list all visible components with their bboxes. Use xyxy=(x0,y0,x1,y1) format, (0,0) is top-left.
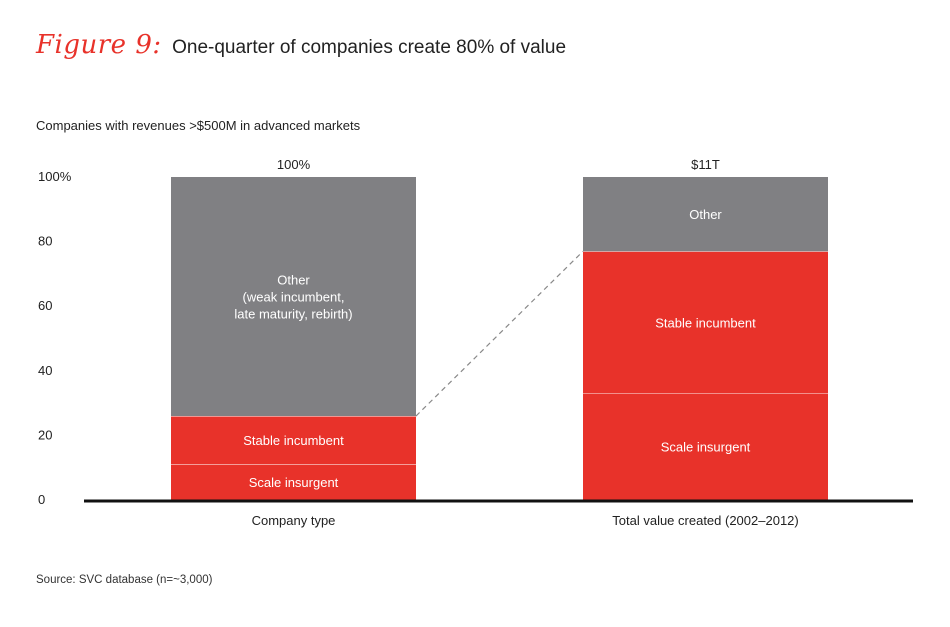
segment-label: Scale insurgent xyxy=(661,440,751,455)
chart-subtitle: Companies with revenues >$500M in advanc… xyxy=(36,118,361,133)
x-category-label: Company type xyxy=(252,513,336,528)
bar-segment-scale-insurgent xyxy=(583,393,828,500)
bar-segment-other xyxy=(583,177,828,252)
dashed-connector xyxy=(415,250,584,417)
y-tick-label: 80 xyxy=(38,234,52,249)
figure-title-row: Figure 9: One-quarter of companies creat… xyxy=(36,30,566,60)
segment-label: Stable incumbent xyxy=(243,433,344,448)
segment-label: (weak incumbent, xyxy=(243,290,345,305)
bar-segment-scale-insurgent xyxy=(171,464,416,500)
x-category-label: Total value created (2002–2012) xyxy=(612,513,798,528)
bar-segment-other xyxy=(171,177,416,417)
segment-label: Other xyxy=(689,207,722,222)
bar-total-label: 100% xyxy=(277,157,311,172)
y-tick-label: 60 xyxy=(38,298,52,313)
segment-label: late maturity, rebirth) xyxy=(234,307,352,322)
bar-segment-stable-incumbent xyxy=(171,416,416,465)
figure-label: Figure 9: xyxy=(36,30,162,60)
y-tick-label: 20 xyxy=(38,427,52,442)
bar-segment-stable-incumbent xyxy=(583,251,828,394)
source-note: Source: SVC database (n=~3,000) xyxy=(36,574,213,586)
segment-label: Other xyxy=(277,273,310,288)
segment-label: Scale insurgent xyxy=(249,475,339,490)
y-tick-label: 0 xyxy=(38,492,45,507)
figure-title: One-quarter of companies create 80% of v… xyxy=(172,37,567,58)
segment-label: Stable incumbent xyxy=(655,315,756,330)
bar-total-label: $11T xyxy=(691,157,720,172)
y-tick-label: 40 xyxy=(38,363,52,378)
y-tick-label: 100% xyxy=(38,169,72,184)
